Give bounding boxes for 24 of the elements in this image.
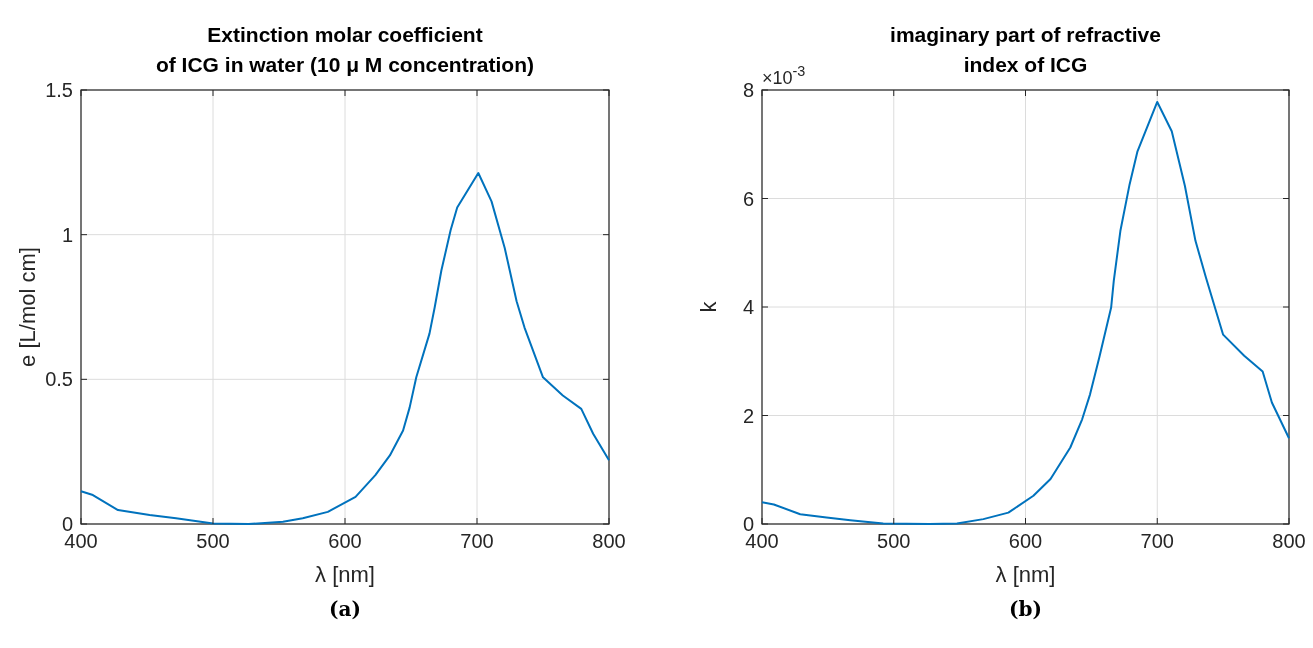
x-tick-label: 500 <box>877 530 911 552</box>
x-tick-label: 800 <box>1272 530 1306 552</box>
y-tick-label: 4 <box>742 296 754 318</box>
y-axis-title: e [L/mol cm] <box>15 247 40 367</box>
x-tick-label: 600 <box>328 530 362 552</box>
y-tick-label: 1 <box>61 223 73 246</box>
y-tick-label: 0.5 <box>45 368 73 391</box>
text: (b) <box>1009 597 1042 621</box>
x-tick-label: 700 <box>1140 530 1174 552</box>
y-tick-label: 8 <box>742 79 754 101</box>
x-tick-label: 600 <box>1008 530 1043 552</box>
x-axis-title: λ [nm] <box>315 562 375 587</box>
x-axis-title: λ [nm] <box>995 562 1056 587</box>
chart-title: Extinction molar coefficient of ICG in water (10 μ M concentration) <box>155 23 535 76</box>
y-axis-title: k <box>696 300 721 313</box>
text: (a) <box>329 597 361 621</box>
y-tick-label: 6 <box>742 187 754 210</box>
x-tick-label: 800 <box>592 530 626 552</box>
y-tick-label: 1.5 <box>45 79 73 101</box>
chart-title: imaginary part of refractive index of ICG <box>890 23 1161 76</box>
x-tick-label: 500 <box>196 530 230 552</box>
x-tick-label: 700 <box>460 530 494 552</box>
text: ×10$^{-3}$ <box>762 63 806 88</box>
y-tick-label: 2 <box>742 404 754 427</box>
